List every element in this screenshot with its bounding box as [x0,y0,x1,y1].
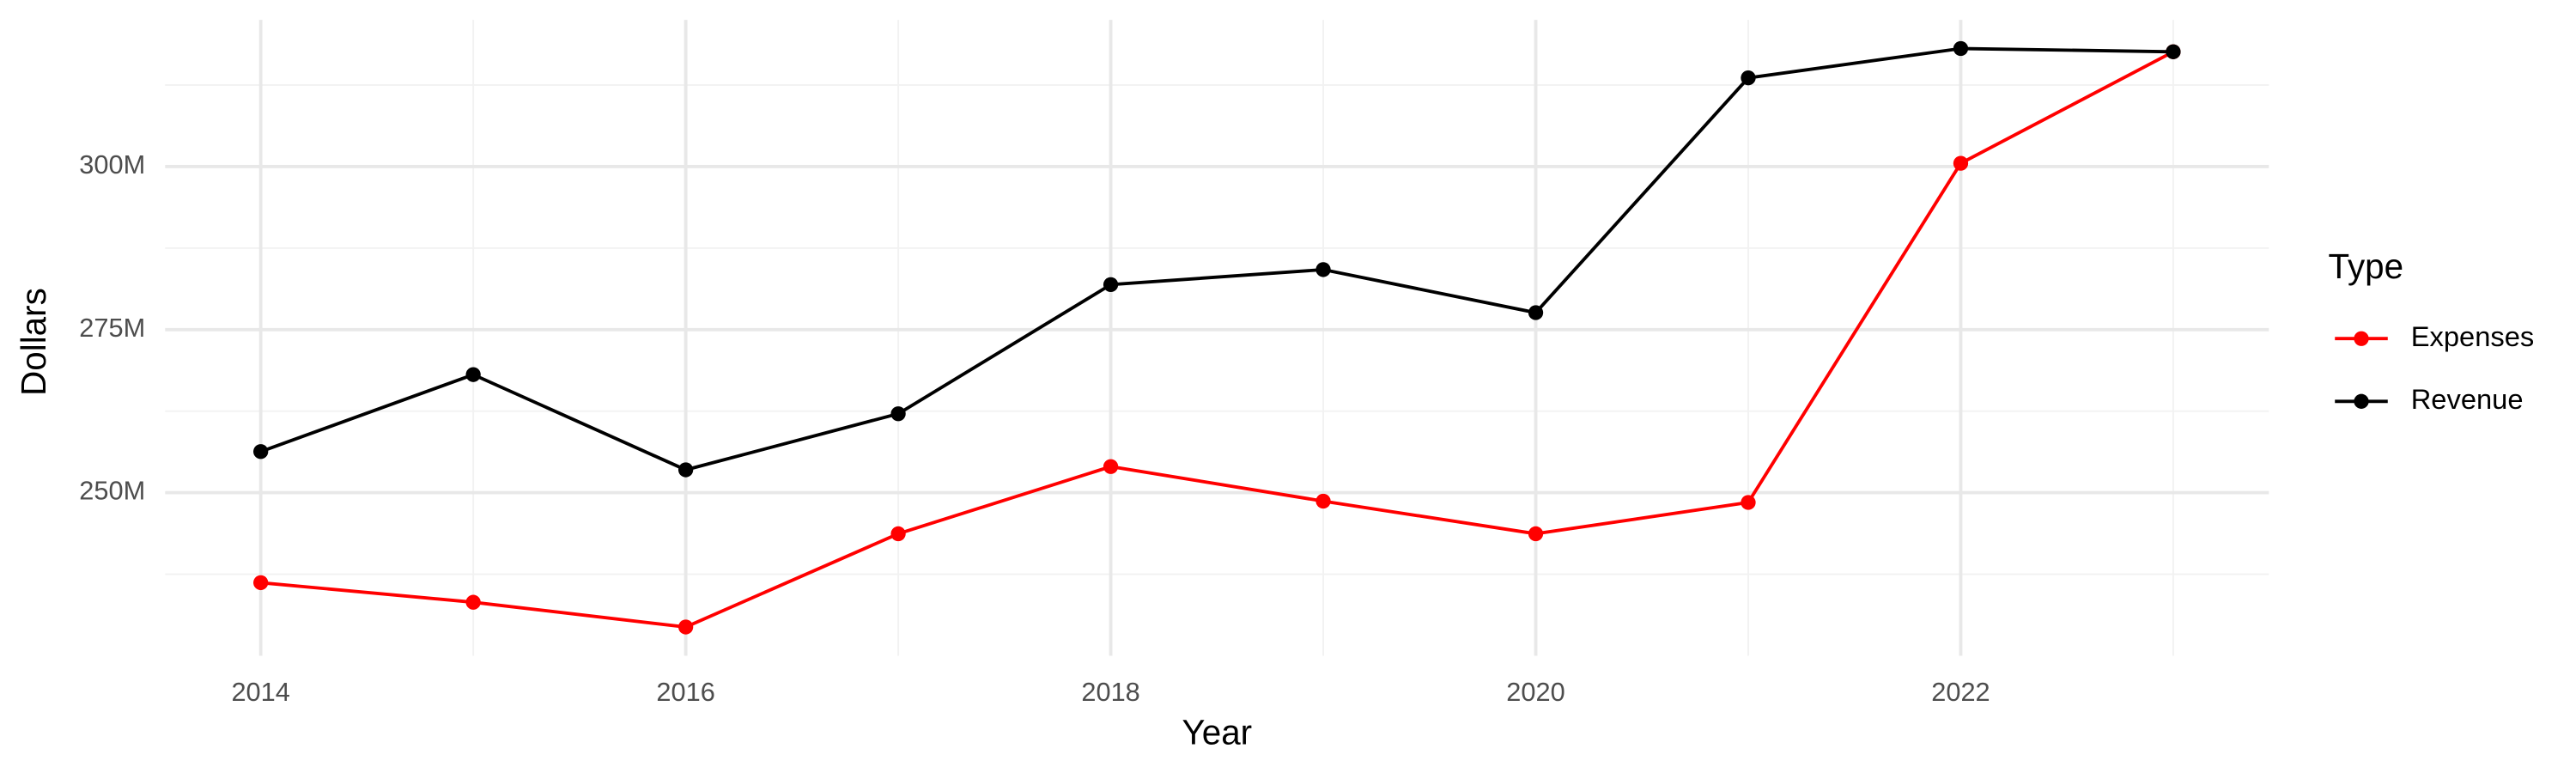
x-tick-label: 2020 [1506,677,1564,707]
data-point [677,462,694,478]
data-point [2166,44,2181,59]
data-point [1103,459,1119,474]
data-point [1315,493,1331,509]
series-line [260,46,2173,472]
data-point [890,406,906,422]
legend-label: Revenue [2411,383,2524,415]
x-tick-label: 2018 [1081,677,1139,707]
data-point [1741,70,1756,86]
data-point [1528,526,1544,542]
x-tick-label: 2016 [656,677,714,707]
data-point [1528,305,1544,320]
data-point [890,526,906,542]
data-point [1953,40,1969,57]
data-point [1953,155,1969,171]
data-point [677,619,694,635]
series-line [260,50,2174,630]
x-tick-label: 2014 [231,677,289,707]
legend-marker [2354,393,2369,409]
y-tick-label: 275M [79,313,145,343]
y-axis-label: Dollars [14,288,53,396]
y-tick-label: 300M [79,149,145,180]
data-point [1741,495,1756,510]
legend-label: Expenses [2411,320,2535,352]
data-point [253,575,269,591]
y-tick-label: 250M [79,476,145,506]
data-point [465,594,481,610]
legend-title: Type [2329,247,2404,286]
x-tick-label: 2022 [1931,677,1990,707]
legend-marker [2354,331,2369,346]
x-axis-label: Year [1182,712,1253,752]
data-point [1315,262,1331,277]
data-point [253,444,269,460]
data-point [1103,277,1119,293]
data-point [465,367,481,382]
